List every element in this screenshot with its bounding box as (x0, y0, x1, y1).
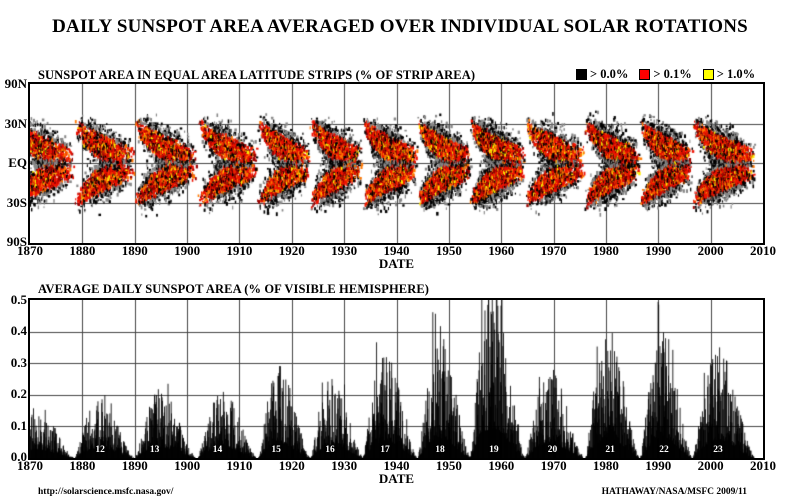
page-title: DAILY SUNSPOT AREA AVERAGED OVER INDIVID… (52, 16, 748, 37)
butterfly-legend: > 0.0% > 0.1% > 1.0% (576, 67, 755, 82)
area-x-tick-label: 1920 (278, 458, 305, 473)
area-y-tick-label: 0.0 (10, 449, 27, 464)
area-x-tick-label: 1890 (121, 458, 148, 473)
butterfly-y-tick-label: 90S (6, 234, 27, 249)
cycle-number-label: 17 (380, 445, 390, 455)
cycle-number-label: 14 (212, 445, 223, 455)
area-x-tick-label: 1880 (69, 458, 96, 473)
butterfly-y-tick-label: 90N (4, 76, 27, 91)
butterfly-chart-title: SUNSPOT AREA IN EQUAL AREA LATITUDE STRI… (38, 68, 476, 82)
area-y-tick-label: 0.5 (10, 292, 27, 307)
legend-swatch-1 (639, 69, 651, 80)
cycle-number-label: 13 (149, 445, 160, 455)
butterfly-canvas (30, 84, 763, 243)
butterfly-x-tick-label: 1940 (383, 243, 410, 258)
area-y-tick-label: 0.4 (10, 323, 27, 339)
butterfly-y-tick-label: 30S (6, 194, 27, 210)
area-x-tick-label: 1900 (174, 458, 201, 473)
butterfly-x-tick-label: 1920 (278, 243, 305, 258)
cycle-number-label: 22 (659, 445, 669, 455)
cycle-number-label: 19 (489, 445, 499, 455)
legend-label: > 0.1% (653, 67, 692, 81)
area-plot-area (28, 298, 765, 460)
area-chart-title: AVERAGE DAILY SUNSPOT AREA (% OF VISIBLE… (38, 282, 430, 296)
legend-item: > 0.1% (639, 67, 692, 82)
butterfly-x-tick-label: 1890 (121, 243, 148, 258)
butterfly-x-axis-label: DATE (378, 256, 415, 271)
butterfly-y-tick-label: 30N (4, 115, 27, 131)
area-x-tick-label: 2010 (750, 458, 776, 473)
butterfly-x-tick-label: 1910 (226, 243, 253, 258)
legend-swatch-0 (576, 69, 587, 80)
area-y-tick-label: 0.3 (10, 354, 27, 370)
butterfly-x-tick-label: 1950 (435, 243, 462, 258)
butterfly-x-tick-label: 1970 (540, 243, 567, 258)
credit-text: HATHAWAY/NASA/MSFC 2009/11 (601, 487, 747, 497)
butterfly-x-tick-label: 1930 (331, 243, 358, 258)
area-y-tick-label: 0.2 (10, 386, 27, 402)
area-chart-canvas (30, 300, 763, 458)
cycle-number-label: 20 (547, 445, 558, 455)
area-y-tick-label: 0.1 (10, 417, 27, 433)
butterfly-x-tick-label: 1900 (174, 243, 201, 258)
source-url: http://solarscience.msfc.nasa.gov/ (38, 487, 174, 497)
butterfly-x-tick-label: 2010 (750, 243, 776, 258)
area-x-tick-label: 1990 (645, 458, 672, 473)
butterfly-x-tick-label: 1980 (592, 243, 619, 258)
butterfly-x-tick-label: 1990 (645, 243, 672, 258)
area-x-tick-label: 1970 (540, 458, 567, 473)
cycle-number-label: 15 (271, 445, 281, 455)
area-x-tick-label: 1940 (383, 458, 410, 473)
cycle-number-label: 21 (605, 445, 615, 455)
legend-item: > 0.0% (576, 67, 628, 82)
area-x-tick-label: 1930 (331, 458, 358, 473)
area-x-tick-label: 1950 (435, 458, 462, 473)
legend-swatch-2 (702, 69, 714, 80)
butterfly-x-tick-label: 1880 (69, 243, 96, 258)
legend-item: > 1.0% (702, 67, 756, 82)
area-x-tick-label: 1960 (488, 458, 515, 473)
butterfly-x-tick-label: 1870 (17, 243, 43, 258)
legend-label: > 1.0% (716, 67, 756, 81)
cycle-number-label: 18 (435, 445, 445, 455)
butterfly-x-tick-label: 2000 (697, 243, 724, 258)
legend-label: > 0.0% (590, 67, 629, 81)
cycle-number-label: 16 (325, 445, 335, 455)
cycle-number-label: 12 (95, 445, 105, 455)
cycle-number-label: 23 (713, 445, 723, 455)
butterfly-plot-area (28, 82, 765, 245)
area-x-tick-label: 2000 (697, 458, 724, 473)
area-x-axis-label: DATE (378, 471, 415, 486)
butterfly-y-tick-label: EQ (8, 155, 27, 170)
area-x-tick-label: 1910 (226, 458, 253, 473)
butterfly-x-tick-label: 1960 (488, 243, 515, 258)
area-x-tick-label: 1980 (592, 458, 619, 473)
area-x-tick-label: 1870 (17, 458, 43, 473)
